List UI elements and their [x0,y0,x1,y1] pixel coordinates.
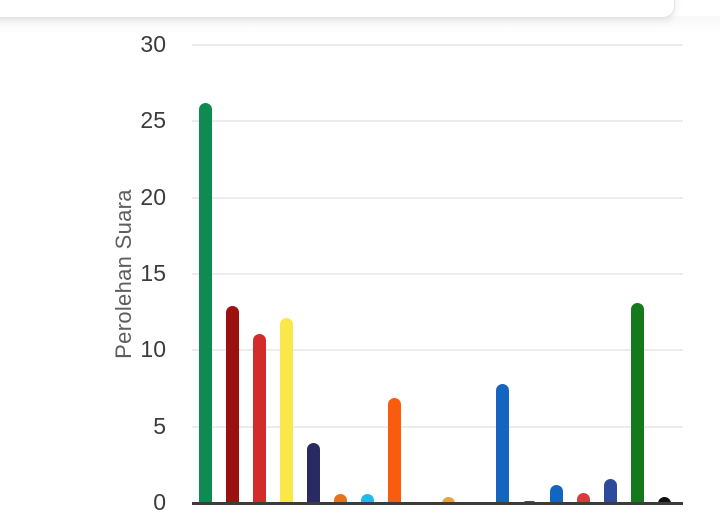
y-tick-label: 0 [153,489,166,515]
gridline [192,425,683,428]
bar[interactable] [333,493,347,504]
y-tick-label: 25 [140,107,166,134]
bar[interactable] [495,383,509,504]
bar[interactable] [360,493,374,504]
bar[interactable] [387,397,401,504]
y-tick-label: 10 [140,336,166,363]
header-card-shadow [0,16,720,34]
y-tick-label: 15 [140,260,166,286]
gridline [192,349,683,352]
bar[interactable] [252,333,266,504]
gridline [192,273,683,275]
bar[interactable] [657,496,671,504]
bar[interactable] [549,484,563,504]
gridline [192,120,683,123]
bar[interactable] [198,103,212,504]
y-axis-title: Perolehan Suara [111,189,136,359]
bar[interactable] [225,306,239,504]
bar[interactable] [603,479,617,504]
bar[interactable] [279,318,293,504]
bar[interactable] [630,303,644,504]
bar[interactable] [441,496,455,504]
y-tick-label: 20 [140,183,166,210]
y-tick-label: 5 [153,412,166,439]
bar[interactable] [306,443,320,504]
gridline [192,196,683,199]
gridline [192,44,683,46]
y-tick-label: 30 [140,31,166,57]
x-axis-line [192,502,683,505]
bar[interactable] [576,493,590,504]
header-card [0,0,675,18]
